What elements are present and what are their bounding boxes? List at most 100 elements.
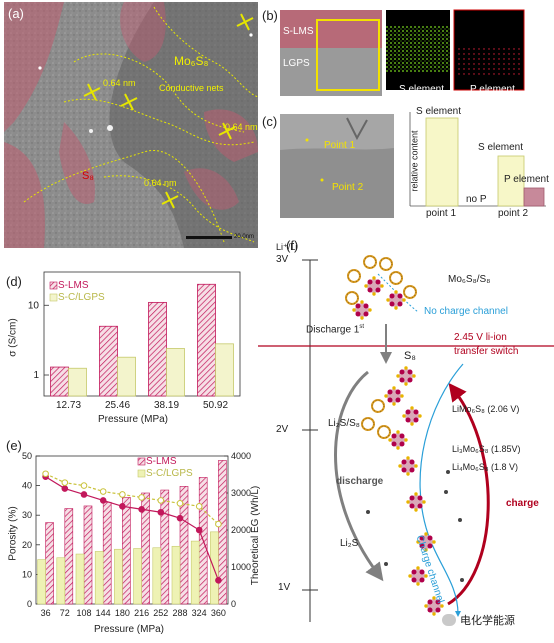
discharge-first-sup: st <box>359 324 365 330</box>
watermark: 电化学能源 <box>442 612 515 628</box>
s-lms-energy-bar <box>83 505 93 605</box>
lgps-bar-d <box>117 356 136 397</box>
discharge-first-label: Discharge 1st <box>306 324 364 335</box>
ytick-label-d: 1 <box>33 370 39 381</box>
voltage-axis-title: Li⁺/Li <box>276 242 298 252</box>
lgps-porosity-point <box>138 494 145 501</box>
li2s-s8-label: Li₂S/S₈ <box>328 418 360 429</box>
charge-label: charge <box>506 498 539 509</box>
panel-b-label: (b) <box>262 8 278 23</box>
s-element-map-label: S element <box>399 84 445 95</box>
s-lms-bar-d <box>99 325 118 397</box>
xtick-label-e: 324 <box>192 608 207 618</box>
s-lms-energy-bar <box>179 486 189 605</box>
lgps-porosity-point <box>99 488 107 495</box>
s-lms-porosity-line <box>45 476 219 581</box>
charge-arrow <box>447 382 490 606</box>
switch-description-label: transfer switch <box>454 346 519 357</box>
lgps-energy-bar <box>133 548 142 605</box>
legend-swatch-lgps-d <box>49 293 58 302</box>
voltage-1v: 1V <box>278 582 291 593</box>
lgps-porosity-line <box>45 473 219 525</box>
lgps-porosity-point <box>61 479 69 486</box>
ytick-label-d: 10 <box>28 300 40 311</box>
p-element-map-label: P element <box>470 84 515 95</box>
panel-d-label: (d) <box>6 274 22 289</box>
wechat-icon <box>442 614 456 626</box>
ytick-label-left-e: 0 <box>27 599 32 609</box>
panel-c: (c) Point 1 Point 2 relative content S e… <box>262 106 552 222</box>
porosity-energy-chart: 0 10 20 30 40 50 0 1000 2000 3000 4000 36 72 108 144 18… <box>22 451 251 618</box>
s-lms-energy-bar <box>64 508 74 605</box>
discharge-first-text: Discharge 1 <box>306 324 360 336</box>
lattice-spacing-1: 0.64 nm <box>103 78 136 88</box>
li2s-label: Li₂S <box>340 538 359 549</box>
s8-region <box>4 2 64 132</box>
voltage-2v: 2V <box>276 424 289 435</box>
legend-s-lms-d: S-LMS <box>58 280 89 291</box>
xtick-label-e: 216 <box>134 608 149 618</box>
s-lms-energy-bar <box>160 489 170 605</box>
s-lms-bar-d <box>50 366 69 397</box>
no-p-label: no P <box>466 194 487 205</box>
lgps-porosity-point <box>215 520 222 528</box>
switch-voltage-label: 2.45 V li-ion <box>454 332 507 343</box>
lgps-porosity-point <box>80 482 88 489</box>
plot-frame-d <box>43 271 241 397</box>
conductive-nets-label: Conductive nets <box>159 83 224 93</box>
mos-s8-formula: Mo₆S₈/S₈ <box>448 274 491 285</box>
porosity-axis-label: Porosity (%) <box>7 506 19 561</box>
s-lms-porosity-point <box>215 577 222 584</box>
s-lms-porosity-point <box>157 508 165 516</box>
xtick-label-d: 38.19 <box>154 400 179 411</box>
lgps-energy-bar <box>152 547 162 605</box>
xtick-label-e: 72 <box>60 608 70 618</box>
xtick-label-e: 180 <box>115 608 130 618</box>
charge-channel-path <box>419 363 464 617</box>
legend-swatch-lgps-e <box>137 469 146 478</box>
s-lms-porosity-point <box>138 505 145 513</box>
ytick-label-left-e: 50 <box>22 451 32 461</box>
point1-s-bar <box>425 117 459 207</box>
xtick-point-1: point 1 <box>426 208 457 219</box>
s8-label: S₈ <box>82 170 94 182</box>
pressure-axis-label-d: Pressure (MPa) <box>98 414 169 425</box>
panel-a: (a) Mo₆S₈ Conductive nets S₈ 0.64 nm 0.6… <box>4 2 258 248</box>
legend-lgps-d: S-C/LGPS <box>58 292 105 303</box>
ytick-label-right-e: 4000 <box>231 451 251 461</box>
panel-d: (d) 1 10 12.73 25.46 38.19 50.92 σ (S/cm) Pre… <box>0 262 254 432</box>
ytick-label-right-e: 2000 <box>231 525 251 535</box>
pressure-axis-label-e: Pressure (MPa) <box>94 624 165 635</box>
lgps-energy-bar <box>75 553 85 605</box>
ytick-label-right-e: 1000 <box>231 562 251 572</box>
lgps-bar-d <box>68 367 87 397</box>
s-lms-porosity-point <box>119 503 126 510</box>
no-charge-channel: No charge channel <box>424 306 508 317</box>
conductivity-chart: 1 10 12.73 25.46 38.19 50.92 <box>28 271 241 411</box>
s-lms-bar-d <box>148 301 167 397</box>
lgps-porosity-point <box>42 470 49 478</box>
lgps-energy-bar <box>94 551 104 605</box>
s-lms-porosity-point <box>80 491 88 498</box>
s-lms-porosity-point <box>61 485 69 492</box>
ytick-label-right-e: 0 <box>231 599 236 609</box>
conductivity-axis-label: σ (S/cm) <box>7 318 19 357</box>
s-lms-bar-d <box>197 283 216 397</box>
xtick-label-e: 252 <box>153 608 168 618</box>
discharge-label: discharge <box>336 476 384 487</box>
watermark-text: 电化学能源 <box>460 615 515 627</box>
panel-a-label: (a) <box>8 6 24 21</box>
point-2-label: Point 2 <box>332 182 364 193</box>
lgps-porosity-point <box>119 491 126 498</box>
s-element-point2-label: S element <box>478 142 524 153</box>
ytick-label-right-e: 3000 <box>231 488 251 498</box>
xtick-label-e: 144 <box>96 608 111 618</box>
lgps-layer-label: LGPS <box>283 58 310 69</box>
mos-label: Mo₆S₈ <box>174 54 209 68</box>
panel-c-label: (c) <box>262 114 278 129</box>
xtick-label-e: 288 <box>172 608 187 618</box>
point-1-label: Point 1 <box>324 140 356 151</box>
legend-swatch-s-lms-e <box>137 457 146 466</box>
lgps-energy-bar <box>114 548 123 605</box>
point2-s-bar <box>497 155 525 207</box>
